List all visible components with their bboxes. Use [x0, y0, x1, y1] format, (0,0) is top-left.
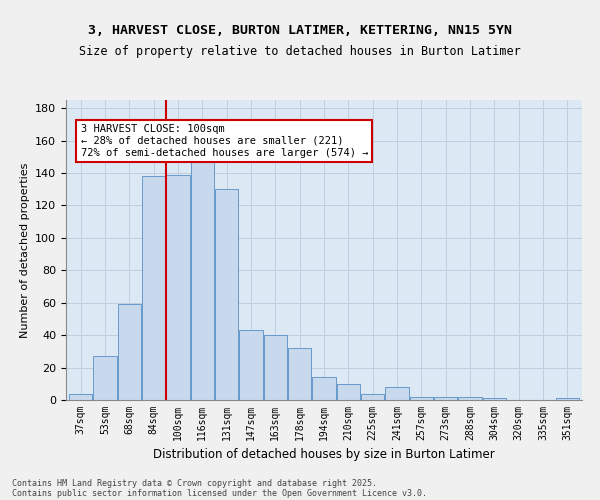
Bar — [337, 384, 360, 400]
Bar — [215, 189, 238, 400]
Bar — [94, 356, 116, 400]
Bar — [556, 398, 579, 400]
Bar — [313, 378, 335, 400]
Text: Size of property relative to detached houses in Burton Latimer: Size of property relative to detached ho… — [79, 44, 521, 58]
Bar — [483, 398, 506, 400]
X-axis label: Distribution of detached houses by size in Burton Latimer: Distribution of detached houses by size … — [153, 448, 495, 462]
Text: 3 HARVEST CLOSE: 100sqm
← 28% of detached houses are smaller (221)
72% of semi-d: 3 HARVEST CLOSE: 100sqm ← 28% of detache… — [80, 124, 368, 158]
Bar — [361, 394, 384, 400]
Text: 3, HARVEST CLOSE, BURTON LATIMER, KETTERING, NN15 5YN: 3, HARVEST CLOSE, BURTON LATIMER, KETTER… — [88, 24, 512, 38]
Bar — [191, 162, 214, 400]
Bar — [69, 394, 92, 400]
Bar — [434, 397, 457, 400]
Text: Contains public sector information licensed under the Open Government Licence v3: Contains public sector information licen… — [12, 488, 427, 498]
Y-axis label: Number of detached properties: Number of detached properties — [20, 162, 29, 338]
Bar — [385, 387, 409, 400]
Text: Contains HM Land Registry data © Crown copyright and database right 2025.: Contains HM Land Registry data © Crown c… — [12, 478, 377, 488]
Bar — [458, 397, 482, 400]
Bar — [410, 397, 433, 400]
Bar — [166, 174, 190, 400]
Bar — [288, 348, 311, 400]
Bar — [142, 176, 165, 400]
Bar — [239, 330, 263, 400]
Bar — [118, 304, 141, 400]
Bar — [264, 335, 287, 400]
